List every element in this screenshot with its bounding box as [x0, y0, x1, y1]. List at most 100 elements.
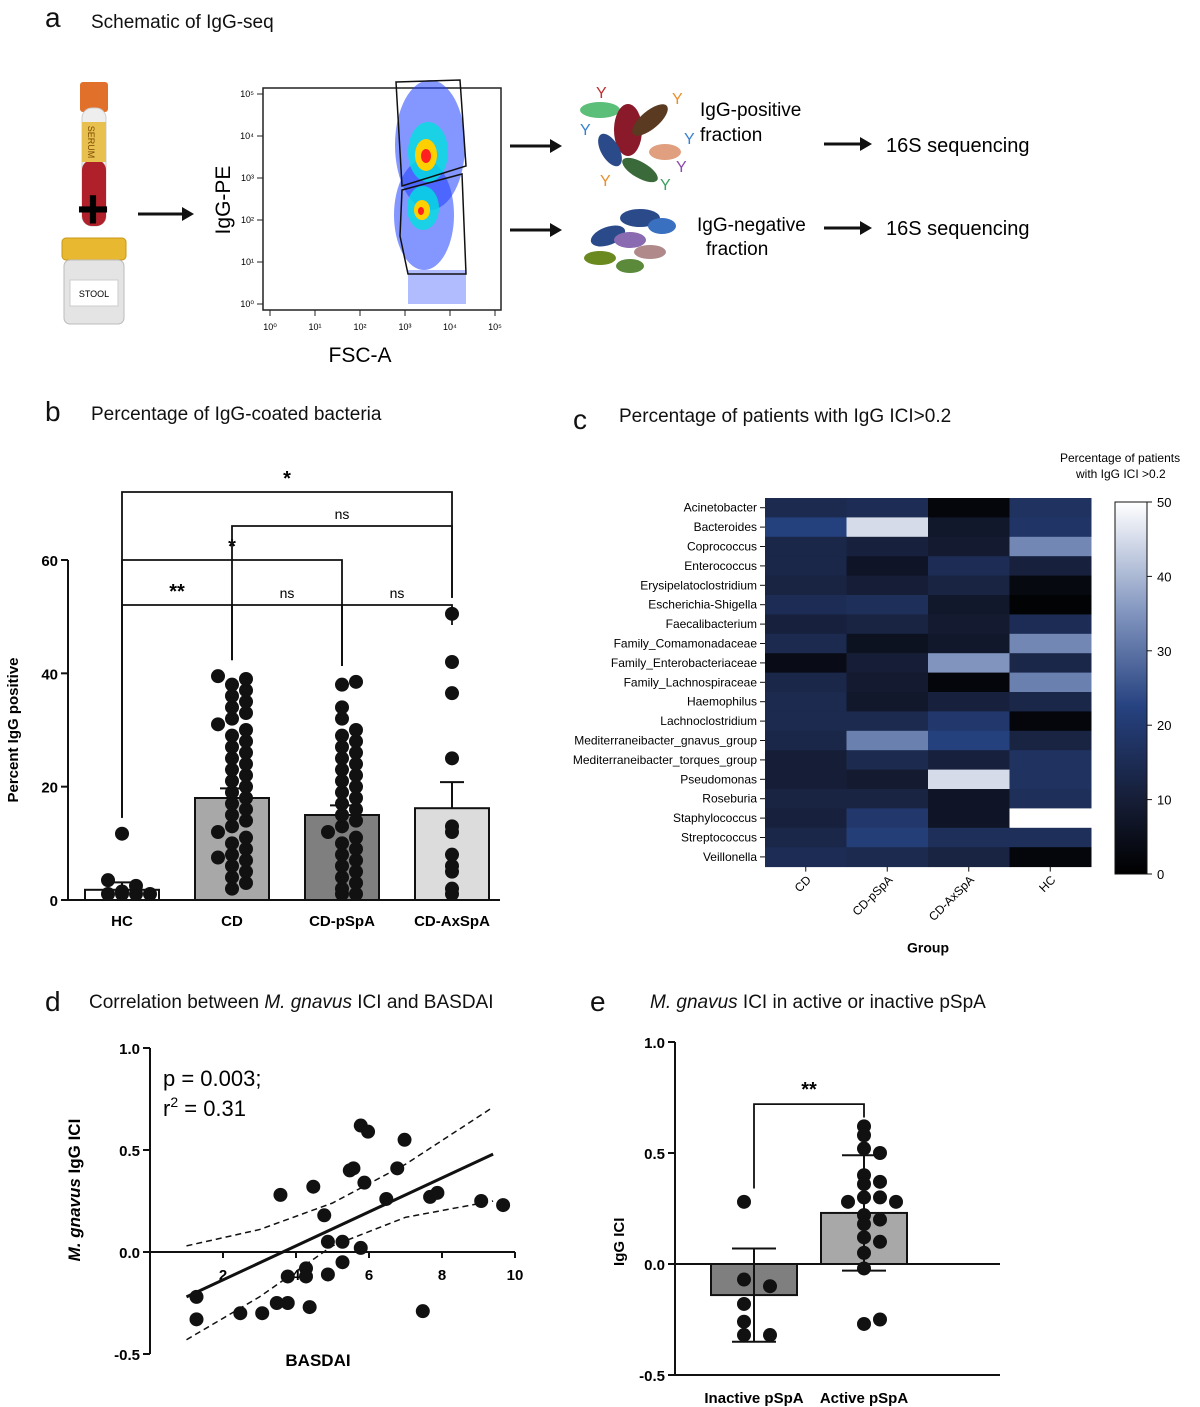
e-point	[889, 1194, 903, 1209]
b-point	[225, 774, 239, 788]
c-cell	[846, 575, 929, 596]
b-point	[143, 887, 157, 901]
e-ylabel: IgG ICI	[611, 1218, 628, 1266]
b-point	[225, 819, 239, 834]
c-cell	[928, 827, 1010, 848]
c-row-label: Lachnoclostridium	[660, 714, 757, 728]
c-row-label: Mediterraneibacter_torques_group	[573, 753, 757, 767]
c-cell	[928, 653, 1010, 674]
e-point	[857, 1177, 871, 1192]
c-cell	[765, 517, 847, 538]
panel-b-letter: b	[45, 396, 61, 427]
c-cell	[846, 672, 929, 693]
c-cell	[1009, 498, 1092, 518]
e-sig-bracket	[753, 1103, 865, 1189]
c-row-label: Family_Lachnospiraceae	[624, 675, 758, 689]
b-point	[445, 881, 459, 896]
panel-d-title-italic: M. gnavus	[264, 992, 352, 1013]
c-cell	[846, 769, 929, 790]
d-annotation-r-exp: 2	[170, 1094, 178, 1110]
b-point	[349, 779, 363, 794]
b-point	[349, 768, 363, 783]
c-cell	[1009, 789, 1092, 809]
d-point	[320, 1234, 335, 1249]
c-cell	[765, 614, 847, 635]
d-point	[269, 1296, 284, 1310]
c-cell	[846, 517, 929, 538]
b-point	[101, 887, 115, 901]
flow-x-tick-label: 10¹	[308, 322, 321, 332]
c-cell	[1009, 711, 1092, 732]
b-point	[349, 734, 363, 749]
c-row-label: Acinetobacter	[684, 501, 757, 515]
c-cell	[1009, 595, 1092, 615]
b-x-tick-label: CD	[221, 913, 243, 930]
e-point	[873, 1174, 887, 1189]
d-point	[361, 1124, 376, 1139]
d-fit-line	[185, 1152, 494, 1299]
c-row-label: Coprococcus	[687, 540, 757, 554]
d-xlabel: BASDAI	[285, 1351, 350, 1370]
c-row-label: Streptococcus	[681, 831, 757, 845]
b-sig-bracket	[121, 491, 453, 818]
e-point	[873, 1146, 887, 1160]
c-cell	[928, 808, 1010, 829]
d-point	[353, 1240, 368, 1255]
d-point	[317, 1208, 332, 1223]
c-cell	[765, 672, 847, 693]
e-y-tick-label: 0.0	[644, 1257, 665, 1274]
b-point	[349, 864, 363, 879]
neg-fraction-line2: fraction	[706, 239, 768, 260]
b-point	[225, 762, 239, 777]
b-point	[349, 674, 363, 689]
flow-x-tick-label: 10³	[398, 322, 411, 332]
panel-c-letter: c	[573, 404, 587, 435]
d-point	[357, 1175, 372, 1190]
e-point	[873, 1190, 887, 1205]
igg-positive-bacteria: Y Y Y Y Y Y Y	[580, 85, 695, 194]
arrow-to-positive	[550, 139, 562, 153]
b-point	[239, 802, 253, 817]
c-cell	[765, 789, 847, 809]
e-y-tick-label: -0.5	[639, 1368, 665, 1385]
svg-text:Y: Y	[596, 85, 607, 102]
d-y-tick-label: 0.0	[119, 1245, 140, 1262]
b-point	[445, 819, 459, 834]
b-point	[349, 853, 363, 868]
d-point	[397, 1132, 412, 1147]
b-point	[321, 825, 335, 839]
c-cell	[846, 556, 929, 577]
e-point	[873, 1212, 887, 1227]
d-point	[379, 1191, 394, 1206]
b-point	[335, 785, 349, 800]
panel-a-letter: a	[45, 2, 61, 33]
b-sig-label: ns	[335, 506, 350, 522]
d-ci-upper	[186, 1106, 494, 1247]
e-point	[841, 1194, 855, 1209]
stool-jar: STOOL	[61, 237, 127, 325]
b-point	[239, 842, 253, 856]
b-point	[335, 859, 349, 873]
d-point	[273, 1187, 288, 1202]
b-point	[115, 884, 129, 899]
b-sig-bracket	[341, 604, 453, 666]
e-point	[857, 1190, 871, 1205]
flow-x-tick-label: 10²	[353, 322, 366, 332]
b-point	[211, 825, 225, 839]
svg-text:Y: Y	[600, 173, 611, 190]
c-cell	[1009, 808, 1092, 829]
b-point	[239, 768, 253, 783]
b-point	[239, 757, 253, 771]
b-point	[211, 850, 225, 865]
e-x-tick-label: Inactive pSpA	[704, 1390, 803, 1407]
c-col-label: CD	[792, 873, 814, 895]
igg-negative-gate	[399, 173, 467, 275]
panel-d-letter: d	[45, 986, 61, 1017]
c-cell	[765, 730, 847, 751]
c-row-label: Family_Enterobacteriaceae	[611, 656, 757, 670]
e-point	[737, 1296, 751, 1311]
e-point	[873, 1312, 887, 1327]
chart-d: -0.50.00.51.02 4 6 8 10p = 0.003;r2 = 0.31BA…	[65, 1041, 523, 1370]
d-point	[335, 1255, 350, 1270]
d-ci-lower	[186, 1200, 494, 1341]
